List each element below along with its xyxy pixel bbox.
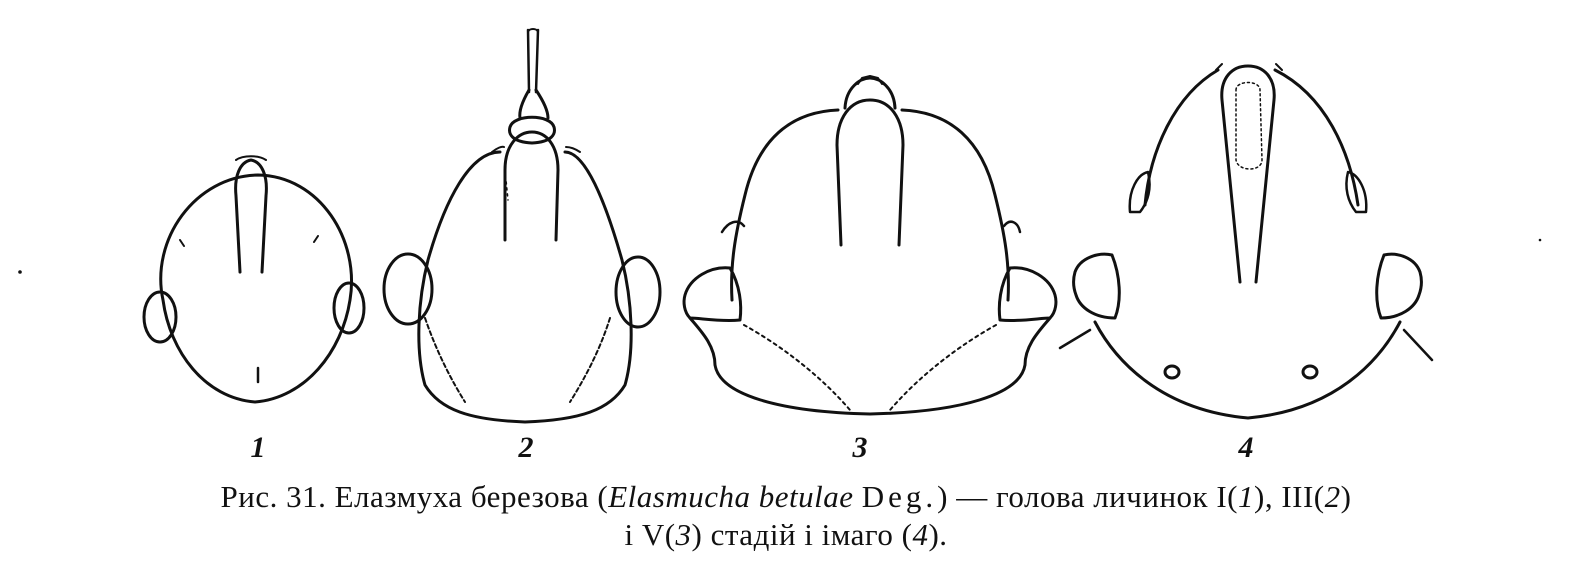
caption-line2-mid: ) стадій і імаго ( [691, 517, 913, 552]
caption-line2-start: і V( [624, 517, 676, 552]
adult-head-drawing [1058, 63, 1434, 420]
speck-mark [18, 270, 22, 274]
caption-label: Рис. 31. [220, 479, 327, 514]
larva-head-third-instar-drawing [382, 28, 662, 424]
panel-number-1: 1 [250, 431, 266, 464]
caption-common-name: Елазмуха березова [334, 479, 590, 514]
caption-ref-3: 3 [675, 517, 692, 552]
caption-line1-rest: — голова личинок I( [956, 479, 1238, 514]
caption-line2-end: ). [928, 517, 948, 552]
head-drawings [18, 28, 1542, 424]
caption-line-1: Рис. 31. Елазмуха березова (Elasmucha be… [0, 478, 1572, 516]
panel-number-2: 2 [518, 431, 534, 464]
caption-line-2: і V(3) стадій і імаго (4). [0, 516, 1572, 554]
caption-species-name: Elasmucha betulae [608, 479, 854, 514]
caption-end-1: ) [1340, 479, 1352, 514]
caption-close-paren: ) [937, 479, 948, 514]
larva-head-first-instar-drawing [142, 155, 366, 404]
caption-ref-1: 1 [1238, 479, 1254, 514]
speck-mark [1538, 238, 1542, 242]
caption-author: Deg. [861, 479, 938, 514]
panel-number-4: 4 [1238, 431, 1254, 464]
larva-head-fifth-instar-drawing [682, 75, 1058, 416]
caption-ref-2: 2 [1324, 479, 1341, 514]
caption-ref-4: 4 [912, 517, 929, 552]
panel-number-3: 3 [852, 431, 868, 464]
caption-open-paren: ( [597, 479, 609, 514]
figure-caption: Рис. 31. Елазмуха березова (Elasmucha be… [0, 478, 1572, 554]
caption-mid-1: ), III( [1254, 479, 1325, 514]
